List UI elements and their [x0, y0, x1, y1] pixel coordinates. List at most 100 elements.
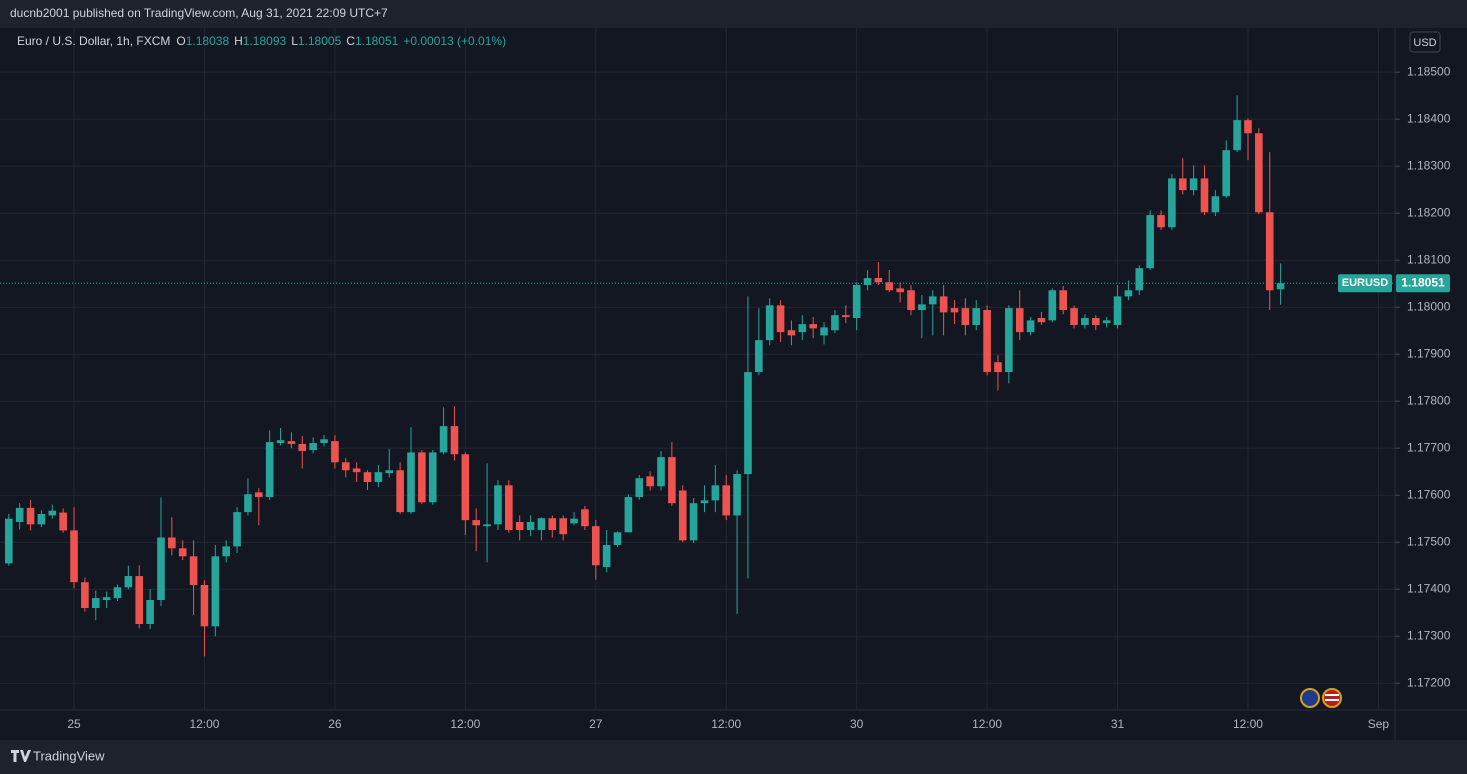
- candle-body: [135, 576, 144, 624]
- candle-body: [320, 439, 328, 444]
- candle-body: [646, 476, 654, 487]
- candle-body: [961, 308, 970, 326]
- candle-body: [689, 503, 698, 541]
- y-tick-label: 1.17800: [1407, 393, 1451, 407]
- candle-body: [820, 327, 828, 336]
- x-tick-label: 27: [589, 717, 603, 731]
- y-tick-label: 1.18300: [1407, 158, 1451, 172]
- x-tick-label: 12:00: [711, 717, 741, 731]
- candle-body: [287, 441, 296, 444]
- candle-body: [5, 518, 13, 564]
- candle-body: [1178, 178, 1187, 191]
- candle-body: [352, 468, 361, 473]
- candle-body: [1102, 320, 1111, 324]
- candle-body: [776, 305, 785, 333]
- ohlc-value: 1.18093: [243, 34, 287, 48]
- candle-body: [407, 452, 415, 513]
- candle-body: [591, 526, 600, 566]
- last-price-badge: [1396, 274, 1450, 293]
- candle-body: [885, 282, 894, 291]
- candle-body: [1048, 290, 1057, 321]
- candle-body: [1135, 268, 1144, 291]
- candle-body: [1070, 308, 1078, 326]
- candle-body: [483, 524, 491, 527]
- candle-body: [374, 472, 383, 483]
- candle-body: [1092, 318, 1100, 326]
- candle-body: [1200, 178, 1209, 213]
- candle-body: [722, 485, 731, 516]
- ohlc-value: 1.18005: [298, 34, 342, 48]
- y-tick-label: 1.18000: [1407, 299, 1451, 313]
- candle-body: [200, 584, 209, 627]
- candle-body: [581, 509, 589, 527]
- candle-body: [70, 530, 78, 583]
- candle-body: [450, 426, 459, 455]
- candle-body: [1157, 215, 1165, 228]
- legend-header: Euro / U.S. Dollar, 1h, FXCM O1.18038 H1.1…: [17, 34, 506, 48]
- y-tick-label: 1.18400: [1407, 111, 1451, 125]
- footer-brand: TradingView: [33, 748, 105, 763]
- candle-body: [255, 492, 263, 498]
- candle-body: [559, 518, 567, 535]
- y-tick-label: 1.17400: [1407, 581, 1451, 595]
- y-tick-label: 1.17500: [1407, 534, 1451, 548]
- candle-body: [1113, 296, 1122, 326]
- candle-body: [298, 443, 307, 452]
- candle-body: [700, 500, 709, 504]
- candle-body: [331, 441, 339, 463]
- candle-body: [928, 296, 937, 305]
- ohlc-value: 1.18038: [186, 34, 230, 48]
- y-tick-label: 1.17600: [1407, 487, 1451, 501]
- candle-body: [341, 462, 350, 471]
- candle-body: [602, 545, 611, 568]
- candle-body: [852, 285, 861, 319]
- y-tick-label: 1.17900: [1407, 346, 1451, 360]
- candle-body: [831, 315, 839, 331]
- candle-body: [276, 440, 285, 444]
- candle-body: [1233, 120, 1241, 151]
- candle-body: [189, 556, 198, 585]
- candle-body: [81, 582, 89, 609]
- candle-body: [613, 532, 622, 546]
- candle-body: [168, 537, 176, 549]
- candle-body: [1189, 178, 1198, 191]
- ohlc-key: L: [291, 34, 298, 48]
- candles: [5, 95, 1285, 657]
- y-tick-label: 1.17700: [1407, 440, 1451, 454]
- candle-body: [102, 597, 111, 601]
- candle-body: [113, 587, 122, 599]
- candle-body: [1222, 150, 1231, 197]
- candle-body: [461, 454, 470, 521]
- candle-body: [1026, 320, 1035, 333]
- y-tick-label: 1.18500: [1407, 64, 1451, 78]
- candle-body: [678, 490, 687, 541]
- symbol: Euro / U.S. Dollar, 1h, FXCM: [17, 34, 170, 48]
- candle-body: [863, 278, 872, 286]
- candle-body: [526, 521, 535, 530]
- candle-body: [907, 290, 915, 311]
- candle-body: [1059, 290, 1067, 311]
- x-tick-label: 30: [850, 717, 864, 731]
- candle-body: [385, 470, 394, 474]
- x-tick-label: 12:00: [189, 717, 219, 731]
- candle-body: [1168, 178, 1176, 228]
- candle-body: [59, 512, 67, 531]
- candle-body: [37, 514, 46, 525]
- symbol-badge-label: EURUSD: [1342, 277, 1389, 289]
- candle-body: [657, 457, 665, 487]
- currency-button[interactable]: [1409, 31, 1441, 53]
- candle-body: [918, 304, 926, 311]
- candle-body: [265, 442, 274, 498]
- ohlc-key: C: [346, 34, 355, 48]
- candle-body: [733, 474, 741, 516]
- candle-body: [798, 324, 807, 333]
- candle-body: [178, 548, 187, 557]
- candle-body: [428, 452, 437, 503]
- candle-body: [624, 497, 633, 533]
- candle-body: [1146, 215, 1154, 269]
- candle-body: [635, 478, 644, 498]
- candle-body: [874, 278, 883, 283]
- y-tick-label: 1.17300: [1407, 628, 1451, 642]
- currency-label: USD: [1413, 37, 1436, 49]
- candle-body: [1015, 308, 1024, 333]
